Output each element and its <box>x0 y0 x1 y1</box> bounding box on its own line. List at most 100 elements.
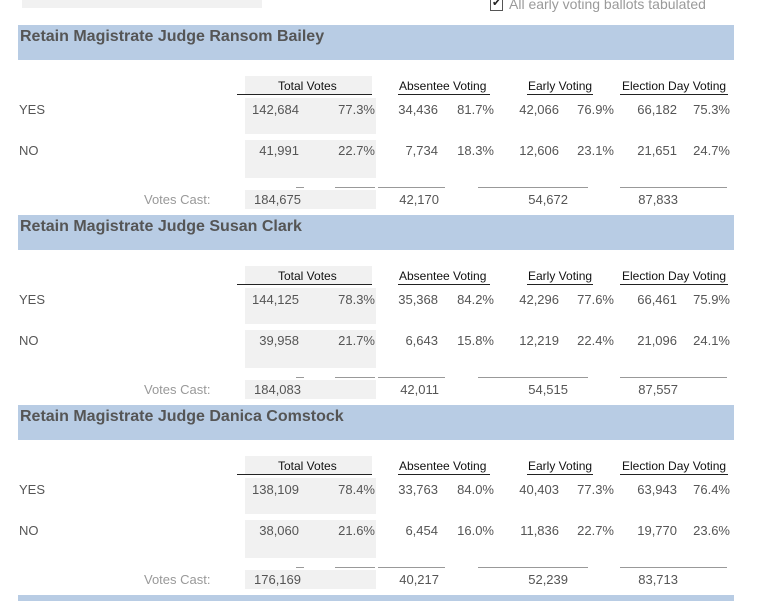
election-day-pct: 24.1% <box>693 333 730 348</box>
separator <box>620 377 727 378</box>
choice-label: NO <box>19 333 39 348</box>
race-section: Retain Magistrate Judge Danica Comstock … <box>0 405 778 595</box>
cast-election-day: 83,713 <box>638 572 678 587</box>
election-day-pct: 23.6% <box>693 523 730 538</box>
separator <box>296 187 304 188</box>
election-day-votes: 63,943 <box>637 482 677 497</box>
total-votes: 142,684 <box>252 102 299 117</box>
separator <box>335 187 375 188</box>
cast-absentee: 40,217 <box>399 572 439 587</box>
absentee-votes: 6,454 <box>405 523 438 538</box>
absentee-pct: 18.3% <box>457 143 494 158</box>
choice-label: YES <box>19 482 46 497</box>
race-header: Retain Magistrate Judge Danica Comstock <box>18 405 734 440</box>
header-underline <box>237 474 372 475</box>
race-title: Retain Magistrate Judge Ransom Bailey <box>20 28 325 45</box>
choice-label: NO <box>19 143 39 158</box>
election-day-pct: 24.7% <box>693 143 730 158</box>
header-underline <box>398 474 490 475</box>
total-header-bg <box>245 456 372 474</box>
total-votes: 39,958 <box>259 333 299 348</box>
col-header-election-day: Election Day Voting <box>622 459 727 473</box>
col-header-total: Total Votes <box>278 79 337 93</box>
total-header-bg <box>245 266 372 284</box>
separator <box>296 377 304 378</box>
col-header-total: Total Votes <box>278 269 337 283</box>
choice-label: YES <box>19 102 46 117</box>
election-day-pct: 75.9% <box>693 292 730 307</box>
separator <box>478 377 588 378</box>
election-day-votes: 19,770 <box>637 523 677 538</box>
separator <box>478 187 588 188</box>
header-underline <box>237 284 372 285</box>
early-voting-checkbox-label: All early voting ballots tabulated <box>509 0 706 12</box>
race-header: Retain Magistrate Judge Susan Clark <box>18 215 734 250</box>
election-day-votes: 21,651 <box>637 143 677 158</box>
election-day-votes: 66,182 <box>637 102 677 117</box>
early-votes: 12,606 <box>519 143 559 158</box>
absentee-pct: 84.2% <box>457 292 494 307</box>
cast-absentee: 42,170 <box>399 192 439 207</box>
separator <box>378 567 445 568</box>
early-pct: 77.6% <box>577 292 614 307</box>
early-votes: 12,219 <box>519 333 559 348</box>
election-day-votes: 21,096 <box>637 333 677 348</box>
race-section: Retain Magistrate Judge Susan Clark Tota… <box>0 215 778 405</box>
absentee-votes: 6,643 <box>405 333 438 348</box>
header-underline <box>620 94 728 95</box>
absentee-pct: 15.8% <box>457 333 494 348</box>
total-votes: 41,991 <box>259 143 299 158</box>
early-pct: 76.9% <box>577 102 614 117</box>
col-header-absentee: Absentee Voting <box>399 79 487 93</box>
no-total-cell <box>245 330 376 368</box>
yes-total-cell <box>245 288 376 324</box>
cast-absentee: 42,011 <box>400 382 439 397</box>
header-underline <box>398 284 490 285</box>
cast-total-cell <box>245 380 376 399</box>
absentee-pct: 84.0% <box>457 482 494 497</box>
total-pct: 21.7% <box>338 333 375 348</box>
race-section: Retain Magistrate Judge Ransom Bailey To… <box>0 25 778 215</box>
cast-total-cell <box>245 570 376 589</box>
col-header-absentee: Absentee Voting <box>399 459 487 473</box>
early-votes: 11,836 <box>520 523 559 538</box>
early-voting-checkbox[interactable]: ✔ <box>490 0 503 11</box>
header-underline <box>527 94 593 95</box>
cast-early: 54,515 <box>528 382 568 397</box>
early-voting-tabulated-checkbox-group[interactable]: ✔ All early voting ballots tabulated <box>490 0 706 14</box>
header-underline <box>237 94 372 95</box>
election-day-votes: 66,461 <box>637 292 677 307</box>
header-underline <box>620 474 728 475</box>
separator <box>378 187 445 188</box>
early-pct: 77.3% <box>577 482 614 497</box>
total-votes: 38,060 <box>259 523 299 538</box>
absentee-pct: 81.7% <box>457 102 494 117</box>
col-header-total: Total Votes <box>278 459 337 473</box>
total-pct: 78.4% <box>338 482 375 497</box>
no-total-cell <box>245 140 376 178</box>
header-underline <box>398 94 490 95</box>
race-header: Retain Magistrate Judge Ransom Bailey <box>18 25 734 60</box>
cast-early: 54,672 <box>528 192 568 207</box>
col-header-election-day: Election Day Voting <box>622 79 727 93</box>
total-header-bg <box>245 76 372 94</box>
cast-election-day: 87,833 <box>638 192 678 207</box>
early-pct: 22.4% <box>577 333 614 348</box>
race-title: Retain Magistrate Judge Susan Clark <box>20 218 302 235</box>
yes-total-cell <box>245 98 376 134</box>
col-header-absentee: Absentee Voting <box>399 269 487 283</box>
total-pct: 77.3% <box>338 102 375 117</box>
choice-label: NO <box>19 523 39 538</box>
cast-total-cell <box>245 190 376 209</box>
total-votes: 138,109 <box>252 482 299 497</box>
col-header-election-day: Election Day Voting <box>622 269 727 283</box>
separator <box>478 567 588 568</box>
separator <box>620 187 727 188</box>
early-votes: 40,403 <box>519 482 559 497</box>
early-pct: 22.7% <box>577 523 614 538</box>
header-underline <box>527 474 593 475</box>
top-filter-box <box>22 0 262 8</box>
absentee-pct: 16.0% <box>457 523 494 538</box>
separator <box>620 567 727 568</box>
cast-total: 184,675 <box>254 192 301 207</box>
